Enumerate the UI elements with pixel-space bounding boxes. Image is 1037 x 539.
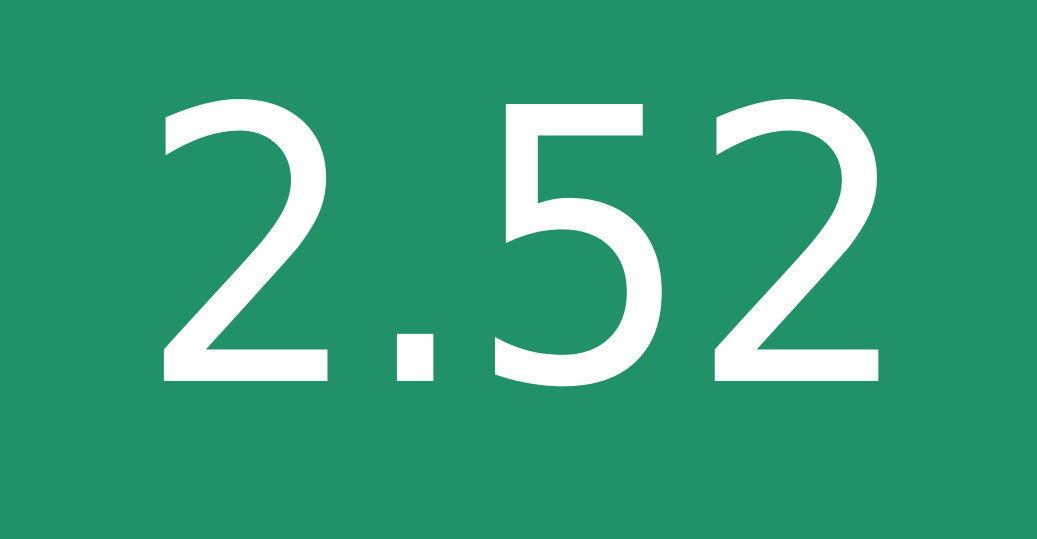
metric-value: 2.52 <box>138 28 914 471</box>
